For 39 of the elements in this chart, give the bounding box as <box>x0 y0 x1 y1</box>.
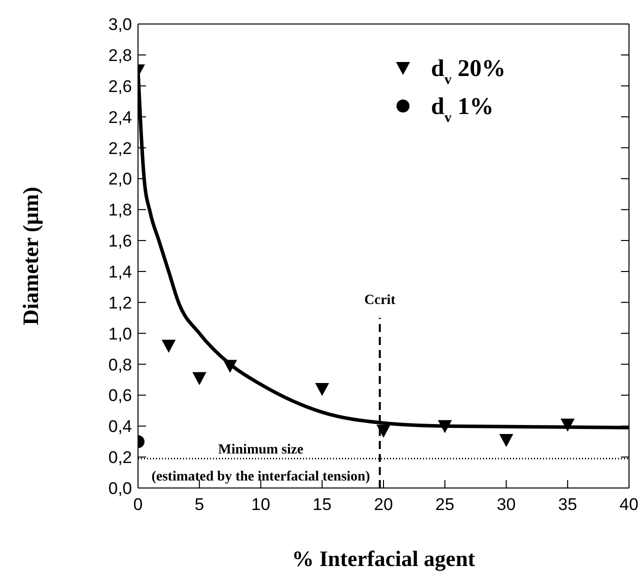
x-tick-label: 0 <box>133 495 143 514</box>
x-axis-title: % Interfacial agent <box>292 546 476 571</box>
point <box>223 360 238 373</box>
y-tick-label: 0,0 <box>108 479 132 498</box>
x-tick-label: 40 <box>620 495 638 514</box>
point <box>315 383 330 396</box>
y-tick-label: 2,6 <box>108 76 132 96</box>
y-tick-label: 1,8 <box>108 200 132 220</box>
legend-label: d$_{v}$ 1% <box>431 94 494 126</box>
y-tick-label: 0,4 <box>108 417 132 436</box>
x-tick-label: 25 <box>435 495 454 514</box>
x-tick-label: 35 <box>558 495 578 514</box>
point <box>192 372 206 386</box>
y-axis-title: Diameter (μm) <box>18 186 43 326</box>
legend-label: d$_{v}$ 20% <box>431 56 506 88</box>
y-tick-label: 2,8 <box>108 46 132 65</box>
point <box>499 434 514 448</box>
x-tick-label: 5 <box>194 495 204 514</box>
point <box>438 420 452 434</box>
y-tick-label: 1,2 <box>108 293 132 312</box>
y-tick-label: 2,4 <box>108 108 132 127</box>
x-tick-label: 10 <box>251 495 270 514</box>
point <box>560 418 575 432</box>
y-tick-label: 3,0 <box>108 15 132 34</box>
ref-line-label: Minimum size (estimated by the interfacial tension) <box>151 442 370 485</box>
y-tick-label: 0,8 <box>108 355 132 374</box>
point <box>376 424 390 438</box>
y-tick-label: 1,0 <box>108 324 132 344</box>
y-tick-label: 2,2 <box>108 138 132 158</box>
series-label: Ccrit <box>364 292 396 308</box>
y-tick-label: 1,6 <box>108 232 132 251</box>
y-tick-label: 2,0 <box>108 170 132 189</box>
y-tick-label: 0,6 <box>108 386 132 406</box>
x-tick-label: 30 <box>496 495 516 514</box>
y-tick-label: 1,4 <box>108 262 132 282</box>
x-tick-label: 20 <box>374 495 393 514</box>
y-tick-label: 0,2 <box>108 448 132 468</box>
point <box>162 340 176 353</box>
x-tick-label: 15 <box>312 495 332 514</box>
